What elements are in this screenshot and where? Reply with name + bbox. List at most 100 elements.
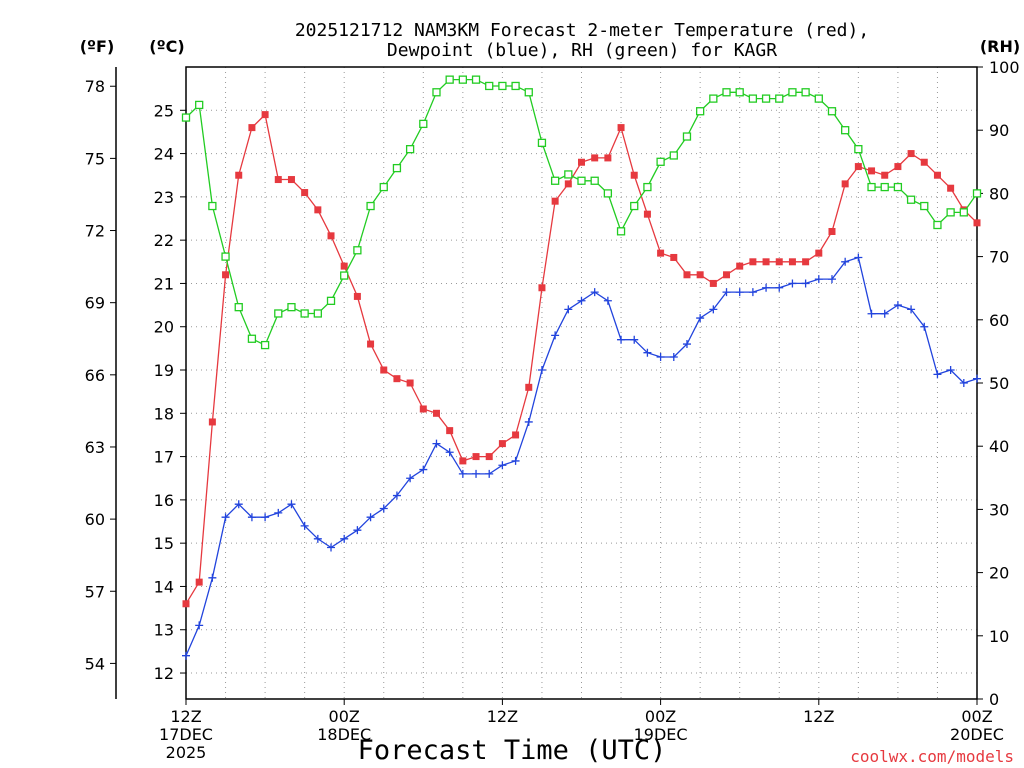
temperature-point bbox=[683, 271, 691, 279]
temperature-point bbox=[617, 124, 625, 132]
dewpoint-point bbox=[775, 283, 784, 292]
dewpoint-point bbox=[893, 301, 902, 310]
dewpoint-point bbox=[261, 513, 270, 522]
temperature-point bbox=[235, 171, 243, 179]
relative-humidity-point bbox=[313, 309, 322, 318]
temperature-point bbox=[459, 457, 467, 465]
temperature-point bbox=[643, 210, 651, 218]
dewpoint-point bbox=[287, 500, 296, 509]
temperature-point bbox=[696, 271, 704, 279]
relative-humidity-point bbox=[366, 201, 375, 211]
dewpoint-point bbox=[511, 456, 520, 465]
celsius-tick-label: 18 bbox=[154, 404, 174, 423]
temperature-point bbox=[933, 171, 941, 179]
temperature-point bbox=[868, 167, 876, 175]
relative-humidity-point bbox=[709, 94, 718, 103]
relative-humidity-point bbox=[432, 88, 441, 97]
plot-series bbox=[181, 75, 982, 660]
celsius-axis-unit: (ºC) bbox=[149, 37, 184, 56]
temperature-point bbox=[287, 176, 295, 184]
celsius-tick-label: 25 bbox=[154, 101, 174, 120]
celsius-tick-label: 23 bbox=[154, 188, 174, 207]
dewpoint-point bbox=[656, 353, 665, 362]
temperature-point bbox=[195, 578, 203, 586]
celsius-tick-label: 15 bbox=[154, 534, 174, 553]
dewpoint-point bbox=[669, 353, 678, 362]
chart-title-line2: Dewpoint (blue), RH (green) for KAGR bbox=[387, 40, 777, 61]
dewpoint-point bbox=[366, 513, 375, 522]
relative-humidity-point bbox=[946, 208, 955, 217]
relative-humidity-point bbox=[445, 75, 454, 84]
temperature-point bbox=[815, 249, 823, 257]
dewpoint-point bbox=[854, 253, 863, 262]
relative-humidity-point bbox=[234, 303, 243, 312]
relative-humidity-point bbox=[181, 113, 191, 122]
x-tick-label: 00Z bbox=[961, 707, 992, 726]
temperature-point bbox=[182, 600, 190, 608]
relative-humidity-point bbox=[392, 163, 402, 173]
fahrenheit-tick-label: 66 bbox=[85, 366, 105, 385]
dewpoint-point bbox=[590, 288, 599, 297]
dewpoint-point bbox=[617, 335, 626, 344]
temperature-point bbox=[538, 284, 546, 292]
credit-text[interactable]: coolwx.com/models bbox=[850, 747, 1014, 766]
dewpoint-point bbox=[735, 288, 744, 297]
temperature-point bbox=[525, 383, 533, 391]
temperature-point bbox=[578, 158, 585, 166]
x-tick-label: 12Z bbox=[803, 707, 834, 726]
grid-lines bbox=[186, 67, 977, 699]
dewpoint-point bbox=[353, 526, 362, 535]
fahrenheit-tick-label: 78 bbox=[85, 77, 105, 96]
relative-humidity-point bbox=[340, 271, 349, 280]
dewpoint-point bbox=[880, 309, 889, 318]
relative-humidity-point bbox=[260, 340, 270, 350]
relative-humidity-point bbox=[656, 157, 665, 166]
dewpoint-point bbox=[472, 469, 481, 478]
relative-humidity-point bbox=[867, 182, 876, 192]
rh-tick-label: 70 bbox=[989, 248, 1009, 267]
rh-axis-unit: (RH) bbox=[980, 37, 1020, 56]
temperature-point bbox=[314, 206, 322, 214]
temperature-point bbox=[749, 258, 757, 266]
x-tick-label: 12Z bbox=[170, 707, 201, 726]
fahrenheit-tick-label: 69 bbox=[85, 294, 105, 313]
celsius-tick-label: 19 bbox=[154, 361, 174, 380]
dewpoint-point bbox=[208, 573, 217, 582]
celsius-tick-label: 20 bbox=[154, 318, 174, 337]
x-tick-label: 17DEC bbox=[159, 725, 213, 744]
dewpoint-point bbox=[577, 296, 586, 305]
axes bbox=[110, 66, 983, 705]
dewpoint-point bbox=[445, 448, 454, 457]
fahrenheit-tick-label: 60 bbox=[85, 510, 105, 529]
dewpoint-point bbox=[327, 543, 336, 552]
relative-humidity-point bbox=[471, 75, 481, 84]
relative-humidity-point bbox=[550, 176, 560, 185]
relative-humidity-point bbox=[761, 94, 771, 103]
temperature-point bbox=[208, 418, 216, 426]
temperature-point bbox=[406, 379, 414, 387]
relative-humidity-point bbox=[458, 75, 468, 84]
celsius-tick-label: 21 bbox=[154, 274, 174, 293]
fahrenheit-axis-unit: (ºF) bbox=[80, 37, 115, 56]
relative-humidity-point bbox=[564, 170, 573, 179]
relative-humidity-point bbox=[748, 94, 758, 103]
dewpoint-point bbox=[406, 474, 415, 483]
dewpoint-point bbox=[564, 305, 573, 314]
dewpoint-point bbox=[762, 283, 771, 292]
fahrenheit-tick-label: 57 bbox=[85, 582, 105, 601]
relative-humidity-point bbox=[880, 182, 889, 192]
temperature-point bbox=[274, 176, 282, 184]
celsius-tick-label: 14 bbox=[154, 577, 174, 596]
temperature-point bbox=[472, 453, 480, 461]
dewpoint-point bbox=[827, 275, 836, 284]
dewpoint-point bbox=[920, 322, 929, 331]
dewpoint-point bbox=[907, 305, 916, 314]
temperature-point bbox=[657, 249, 665, 257]
x-tick-label: 2025 bbox=[166, 743, 207, 762]
relative-humidity-point bbox=[287, 303, 296, 312]
rh-tick-label: 20 bbox=[989, 564, 1009, 583]
temperature-point bbox=[788, 258, 796, 266]
relative-humidity-point bbox=[221, 252, 230, 261]
dewpoint-point bbox=[313, 534, 322, 543]
